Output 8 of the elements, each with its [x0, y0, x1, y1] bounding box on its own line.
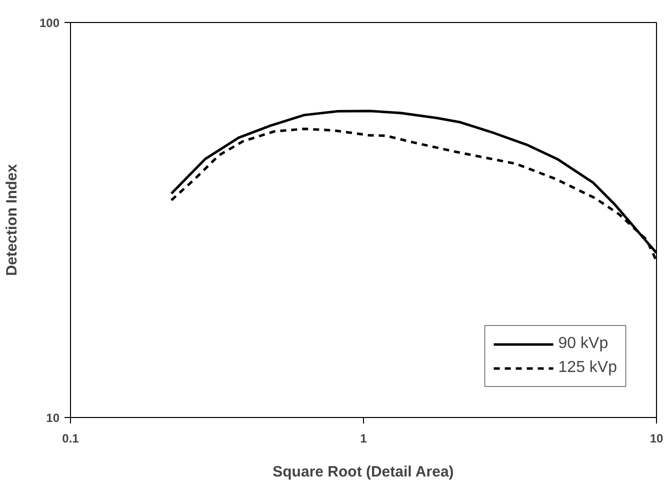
x-tick-label: 10 — [650, 432, 664, 446]
y-axis-title: Detection Index — [3, 164, 20, 276]
x-tick-label: 0.1 — [62, 432, 80, 446]
y-tick-label: 100 — [39, 16, 60, 30]
x-tick-label: 1 — [360, 432, 368, 446]
x-axis-title: Square Root (Detail Area) — [272, 464, 454, 480]
legend-label: 125 kVp — [558, 359, 617, 377]
legend-label: 90 kVp — [558, 335, 608, 353]
